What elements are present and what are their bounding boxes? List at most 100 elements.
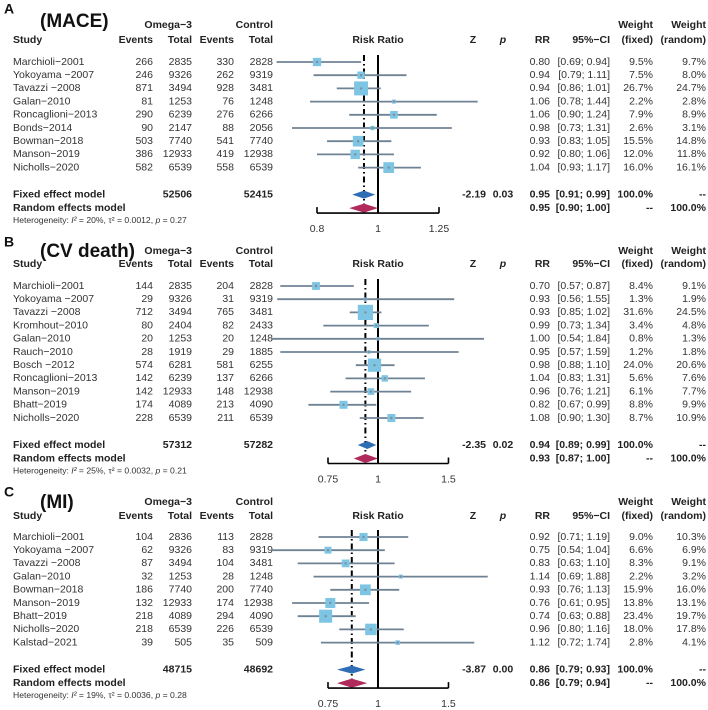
weight-random: 17.8% — [676, 623, 706, 635]
total-control: 6539 — [250, 623, 274, 635]
effect-point — [396, 641, 399, 644]
header-group-control: Control — [236, 496, 273, 508]
header-p: p — [499, 34, 507, 46]
total-omega3: 1919 — [169, 346, 193, 358]
effect-point — [387, 166, 390, 169]
total-omega3: 2835 — [169, 280, 193, 292]
header-events-omega3: Events — [119, 258, 154, 270]
effect-point — [371, 126, 374, 130]
events-omega3: 503 — [135, 135, 153, 147]
study-name: Tavazzi −2008 — [13, 82, 81, 94]
events-control: 276 — [216, 109, 234, 121]
heterogeneity-p-value: 0.28 — [170, 690, 187, 700]
weight-fixed: 23.4% — [623, 610, 653, 622]
study-name: Marchioli−2001 — [13, 280, 85, 292]
effect-point — [315, 60, 319, 64]
rr-value: 1.06 — [530, 109, 551, 121]
separator: , — [104, 466, 109, 476]
study-row: Manson−2019 142 12933 148 12938 0.96 [0.76; 1.… — [13, 385, 706, 397]
random-effects-diamond — [349, 203, 378, 213]
separator: = — [160, 690, 170, 700]
effect-point — [399, 575, 402, 578]
header-z: Z — [470, 510, 477, 522]
header-weight-random: Weight — [671, 245, 706, 257]
events-omega3: 582 — [135, 161, 153, 173]
x-axis-tick-label: 1.25 — [429, 223, 450, 235]
tau2-value: 0.0012 — [124, 215, 151, 225]
effect-point — [367, 350, 371, 354]
weight-random: 3.2% — [682, 570, 706, 582]
weight-random: 14.8% — [676, 135, 706, 147]
total-control: 2828 — [250, 280, 274, 292]
tau2-symbol: τ² — [108, 466, 114, 476]
weight-fixed: 1.3% — [629, 293, 653, 305]
study-row: Nicholls−2020 228 6539 211 6539 1.08 [0.90; 1.… — [13, 412, 706, 424]
header-events-omega3: Events — [119, 34, 154, 46]
rr-value: 0.83 — [530, 557, 551, 569]
events-control: 213 — [216, 399, 234, 411]
weight-random: 1.9% — [682, 293, 706, 305]
total-omega3: 3494 — [169, 82, 193, 94]
header-rr: RR — [535, 258, 551, 270]
header-group-control: Control — [236, 19, 273, 31]
events-control: 83 — [222, 544, 234, 556]
header-total-omega3: Total — [168, 34, 192, 46]
x-axis-tick-label: 0.8 — [310, 223, 325, 235]
effect-point — [364, 298, 367, 301]
weight-random: 9.9% — [682, 399, 706, 411]
events-control: 76 — [222, 95, 234, 107]
total-control: 6539 — [250, 161, 274, 173]
total-omega3: 3494 — [169, 306, 193, 318]
events-omega3: 174 — [135, 399, 153, 411]
ci-value: [0.54; 1.04] — [557, 544, 610, 556]
x-axis-tick-label: 1 — [375, 223, 381, 235]
effect-point — [356, 140, 360, 143]
events-control: 330 — [216, 56, 234, 68]
rr-value: 0.92 — [530, 531, 551, 543]
i2-symbol: I² — [71, 466, 77, 476]
ci-value: [0.57; 0.87] — [557, 280, 610, 292]
random-ci: [0.79; 0.94] — [556, 677, 610, 689]
separator: = — [160, 215, 170, 225]
total-control: 509 — [255, 636, 273, 648]
fixed-weight-fixed: 100.0% — [617, 663, 653, 675]
header-p: p — [499, 510, 507, 522]
events-omega3: 712 — [135, 306, 153, 318]
events-control: 226 — [216, 623, 234, 635]
weight-random: 19.7% — [676, 610, 706, 622]
panel-c: C (MI) Omega−3 Control Weight Weight Study Even… — [4, 484, 707, 710]
study-row: Kalstad−2021 39 505 35 509 1.12 [0.72; 1.74] 2.… — [13, 636, 706, 648]
fixed-ci: [0.89; 0.99] — [556, 439, 610, 451]
random-effects-row: Random effects model 0.93 [0.87; 1.00] -- 10… — [13, 452, 707, 464]
study-name: Tavazzi −2008 — [13, 557, 81, 569]
rr-value: 0.94 — [530, 82, 551, 94]
study-name: Bowman−2018 — [13, 135, 84, 147]
total-omega3: 6281 — [169, 359, 193, 371]
total-control: 12938 — [244, 385, 273, 397]
weight-fixed: 6.1% — [629, 385, 653, 397]
study-name: Tavazzi −2008 — [13, 306, 81, 318]
events-control: 765 — [216, 306, 234, 318]
total-control: 4090 — [250, 610, 274, 622]
fixed-p: 0.02 — [493, 439, 514, 451]
ci-value: [0.76; 1.21] — [557, 385, 610, 397]
separator: = — [77, 215, 87, 225]
weight-fixed: 26.7% — [623, 82, 653, 94]
study-name: Kromhout−2010 — [13, 319, 88, 331]
study-name: Galan−2010 — [13, 95, 71, 107]
panel-title: (MI) — [40, 492, 74, 513]
total-omega3: 6239 — [169, 109, 193, 121]
study-row: Tavazzi −2008 712 3494 765 3481 0.93 [0.85; 1.… — [13, 304, 706, 320]
total-omega3: 9326 — [169, 293, 193, 305]
ci-value: [0.83; 1.31] — [557, 372, 610, 384]
events-omega3: 290 — [135, 109, 153, 121]
events-omega3: 266 — [135, 56, 153, 68]
total-omega3: 7740 — [169, 584, 193, 596]
fixed-model-label: Fixed effect model — [13, 663, 105, 675]
events-control: 581 — [216, 359, 234, 371]
weight-fixed: 31.6% — [623, 306, 653, 318]
total-omega3: 2147 — [169, 122, 193, 134]
study-name: Rauch−2010 — [13, 346, 73, 358]
separator: = — [77, 466, 87, 476]
events-omega3: 246 — [135, 69, 153, 81]
